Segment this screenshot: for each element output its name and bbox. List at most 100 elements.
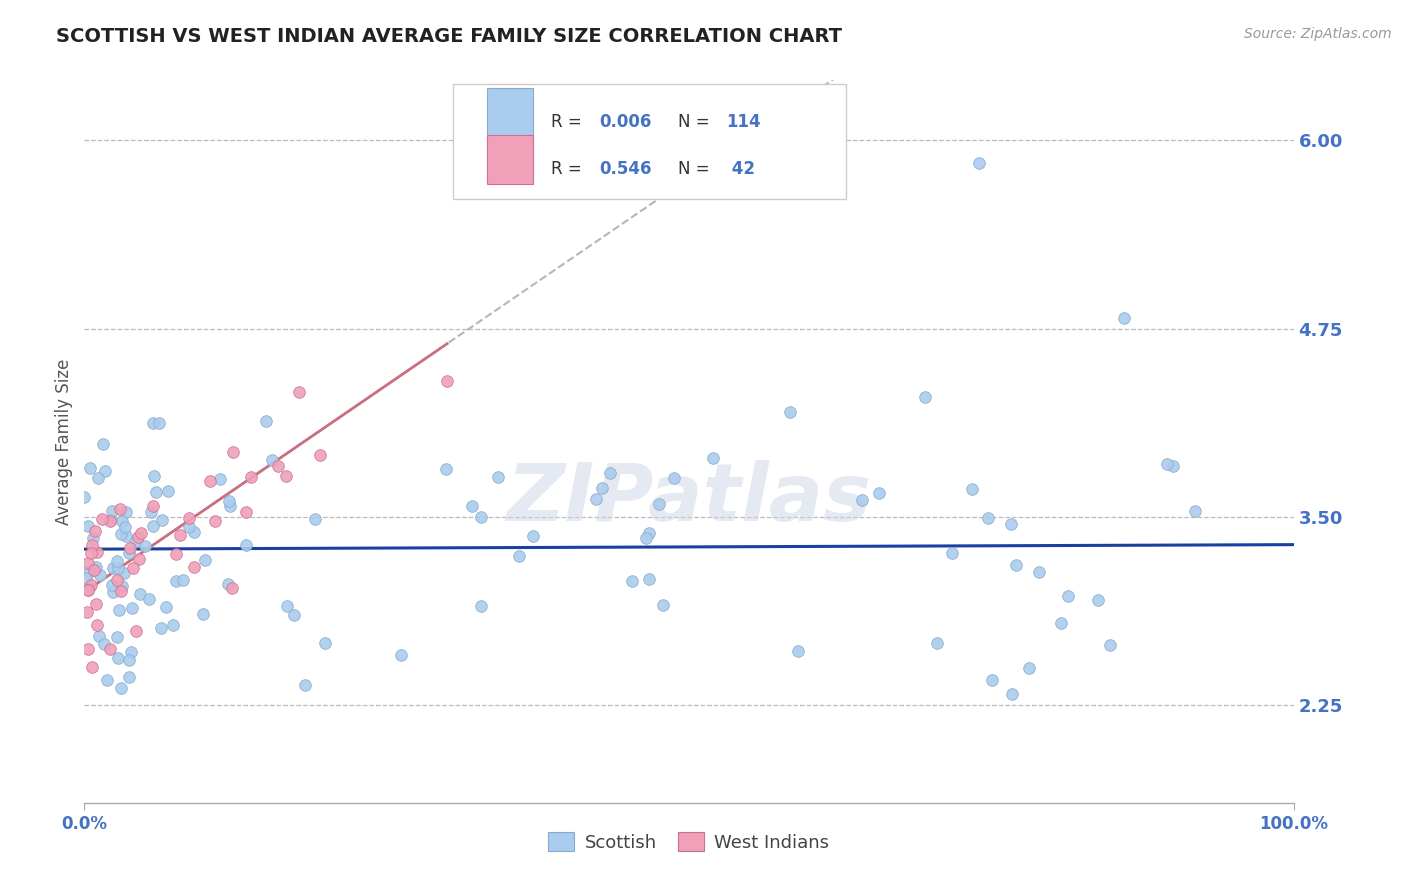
Point — [235, 505, 257, 519]
Point — [80, 546, 103, 560]
Point — [221, 581, 243, 595]
Point — [1087, 593, 1109, 607]
Text: 42: 42 — [727, 161, 755, 178]
Point — [101, 584, 124, 599]
Point — [977, 511, 1000, 525]
Point — [1000, 517, 1022, 532]
Point — [121, 601, 143, 615]
FancyBboxPatch shape — [453, 84, 846, 200]
Point — [84, 597, 107, 611]
Point — [254, 414, 277, 428]
Point — [96, 673, 118, 687]
Point — [73, 490, 96, 504]
Point — [82, 531, 104, 545]
Point — [145, 485, 167, 500]
Point — [651, 598, 673, 612]
Point — [105, 573, 128, 587]
Point — [115, 505, 138, 519]
Point — [177, 520, 200, 534]
Point — [217, 577, 239, 591]
Point — [927, 636, 949, 650]
Point — [111, 514, 134, 528]
Point — [962, 482, 984, 496]
FancyBboxPatch shape — [486, 87, 533, 136]
Point — [157, 483, 180, 498]
Text: ZIPatlas: ZIPatlas — [506, 460, 872, 539]
Point — [76, 642, 98, 657]
Point — [83, 524, 105, 538]
Point — [980, 673, 1002, 687]
Text: 0.546: 0.546 — [599, 161, 652, 178]
Point — [77, 582, 100, 596]
Point — [103, 561, 125, 575]
Point — [138, 591, 160, 606]
Point — [262, 453, 284, 467]
Point — [86, 545, 108, 559]
Point — [98, 642, 121, 657]
Text: R =: R = — [551, 161, 588, 178]
Point — [110, 681, 132, 696]
Point — [82, 538, 104, 552]
Point — [165, 574, 187, 589]
Point — [101, 504, 124, 518]
Point — [87, 470, 110, 484]
Point — [183, 559, 205, 574]
Point — [162, 618, 184, 632]
Point — [93, 637, 115, 651]
Point — [470, 510, 492, 524]
Point — [79, 461, 101, 475]
Point — [786, 643, 808, 657]
Point — [204, 514, 226, 528]
Text: R =: R = — [551, 113, 588, 131]
Point — [83, 563, 105, 577]
Point — [648, 498, 671, 512]
Point — [1099, 638, 1122, 652]
Point — [112, 566, 135, 581]
Point — [276, 468, 298, 483]
Point — [851, 493, 873, 508]
Point — [309, 448, 332, 462]
Point — [150, 513, 173, 527]
Text: 0.006: 0.006 — [599, 113, 652, 131]
Point — [1184, 504, 1206, 518]
Point — [508, 549, 530, 564]
Point — [76, 605, 98, 619]
Point — [107, 651, 129, 665]
Point — [118, 546, 141, 560]
Point — [267, 459, 290, 474]
Point — [1156, 457, 1178, 471]
Point — [86, 560, 108, 574]
Point — [115, 529, 138, 543]
Point — [110, 527, 132, 541]
Point — [1005, 558, 1028, 572]
Legend: Scottish, West Indians: Scottish, West Indians — [541, 825, 837, 859]
Point — [662, 470, 685, 484]
Text: N =: N = — [678, 161, 714, 178]
Point — [86, 618, 108, 632]
Point — [142, 518, 165, 533]
Point — [94, 464, 117, 478]
Point — [914, 390, 936, 404]
Point — [105, 554, 128, 568]
Point — [107, 560, 129, 574]
Point — [222, 445, 245, 459]
Point — [169, 527, 191, 541]
Point — [1057, 590, 1080, 604]
Point — [89, 568, 111, 582]
Point — [591, 481, 613, 495]
Point — [87, 629, 110, 643]
Point — [80, 660, 103, 674]
Point — [702, 451, 724, 466]
Point — [779, 405, 801, 419]
Point — [585, 491, 607, 506]
Point — [522, 529, 544, 543]
Point — [98, 514, 121, 528]
Point — [314, 636, 336, 650]
Point — [141, 505, 163, 519]
Point — [436, 375, 458, 389]
Point — [470, 599, 492, 613]
Point — [114, 520, 136, 534]
Point — [235, 539, 257, 553]
Point — [389, 648, 412, 662]
Point — [125, 533, 148, 548]
